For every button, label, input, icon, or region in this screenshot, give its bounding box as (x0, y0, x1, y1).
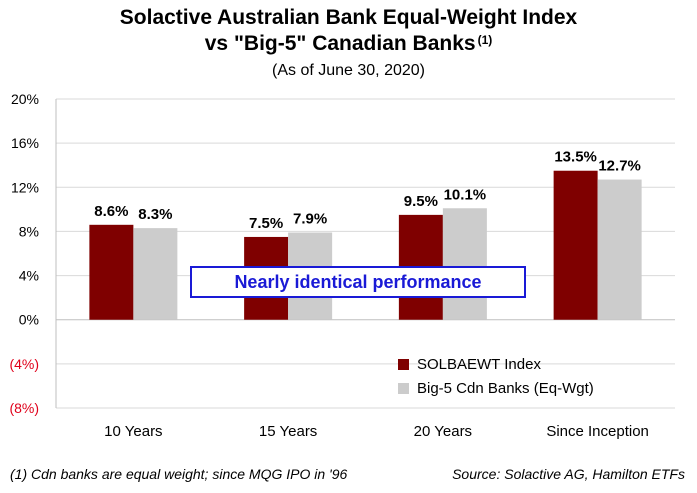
y-tick-label: (8%) (9, 400, 39, 416)
chart-title-line2: vs "Big-5" Canadian Banks (1) (0, 32, 697, 56)
y-tick-label: 20% (11, 91, 39, 107)
chart-title-line1: Solactive Australian Bank Equal-Weight I… (119, 6, 578, 29)
legend-swatch-series1 (398, 358, 409, 370)
bar-2 (442, 208, 487, 320)
bar-2 (133, 228, 178, 320)
footnote-source: Source: Solactive AG, Hamilton ETFs (452, 466, 685, 482)
legend-label-series2: Big-5 Cdn Banks (Eq-Wgt) (417, 379, 594, 397)
data-label: 7.9% (293, 211, 327, 228)
x-tick-label: 20 Years (414, 423, 472, 440)
title-footnote-marker: (1) (477, 33, 493, 47)
y-tick-label: 16% (11, 135, 39, 151)
x-tick-label: 15 Years (259, 423, 317, 440)
data-label: 8.6% (94, 203, 128, 220)
legend-item-series1: SOLBAEWT Index (398, 352, 594, 376)
y-tick-label: 12% (11, 179, 39, 195)
y-tick-label: 8% (19, 223, 39, 239)
legend-swatch-series2 (398, 382, 409, 394)
legend: SOLBAEWT Index Big-5 Cdn Banks (Eq-Wgt) (398, 352, 594, 400)
x-tick-label: 10 Years (104, 423, 162, 440)
bar-1 (89, 224, 134, 320)
y-tick-label: 4% (19, 268, 39, 284)
data-label: 8.3% (138, 206, 172, 223)
data-label: 7.5% (249, 215, 283, 232)
chart-subtitle: (As of June 30, 2020) (272, 62, 425, 79)
footnote-left: (1) Cdn banks are equal weight; since MQ… (10, 466, 348, 482)
y-tick-label: 0% (19, 312, 39, 328)
annotation-box: Nearly identical performance (190, 266, 526, 298)
chart-title-line2-text: vs "Big-5" Canadian Banks (204, 32, 476, 55)
x-tick-label: Since Inception (546, 423, 649, 440)
legend-label-series1: SOLBAEWT Index (417, 355, 541, 373)
y-tick-label: (4%) (9, 356, 39, 372)
legend-item-series2: Big-5 Cdn Banks (Eq-Wgt) (398, 376, 594, 400)
data-label: 10.1% (444, 186, 487, 203)
data-label: 12.7% (598, 158, 641, 175)
bar-1 (553, 170, 598, 320)
data-label: 9.5% (404, 193, 438, 210)
bar-2 (597, 179, 642, 320)
data-label: 13.5% (554, 149, 597, 166)
